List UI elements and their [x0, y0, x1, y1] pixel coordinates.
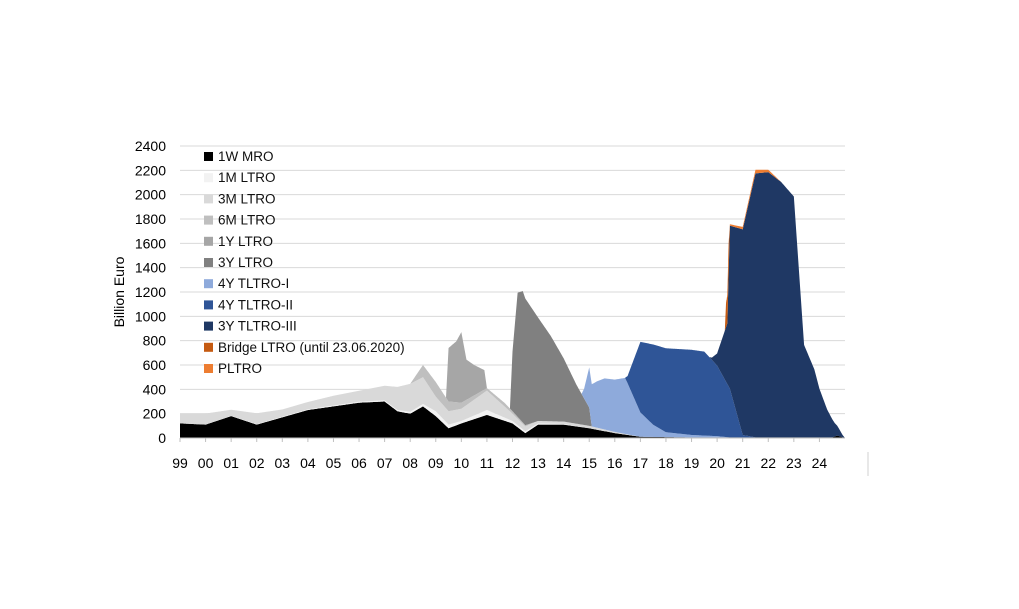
x-tick-label: 22 — [760, 455, 776, 471]
y-tick-label: 800 — [143, 333, 167, 349]
legend-label: Bridge LTRO (until 23.06.2020) — [218, 340, 405, 355]
y-tick-label: 1400 — [135, 260, 166, 276]
series-area — [180, 377, 845, 438]
legend-swatch — [204, 364, 213, 373]
x-tick-label: 13 — [530, 455, 546, 471]
legend: 1W MRO 1M LTRO 3M LTRO 6M LTRO 1Y LTRO 3Y LTR… — [204, 149, 405, 376]
y-tick-label: 1600 — [135, 235, 166, 251]
y-tick-label: 1000 — [135, 308, 166, 324]
x-tick-label: 21 — [735, 455, 751, 471]
legend-swatch — [204, 258, 213, 267]
legend-swatch — [204, 173, 213, 183]
x-tick-label: 99 — [172, 455, 188, 471]
legend-swatch — [204, 342, 213, 352]
legend-swatch — [204, 279, 213, 289]
x-tick-label: 17 — [633, 455, 649, 471]
legend-label: 4Y TLTRO-I — [218, 276, 289, 291]
x-tick-label: 09 — [428, 455, 444, 471]
legend-label: 1M LTRO — [218, 170, 276, 185]
gridlines — [180, 145, 845, 415]
x-tick-label: 19 — [684, 455, 700, 471]
y-axis-label: Billion Euro — [111, 256, 127, 327]
axes — [179, 437, 845, 442]
y-tick-labels: 0 200 400 600 800 1000 1200 1400 1600 1800 2000 220… — [135, 138, 166, 446]
legend-swatch — [204, 236, 213, 246]
x-tick-label: 10 — [454, 455, 470, 471]
x-tick-label: 08 — [402, 455, 418, 471]
legend-label: 1W MRO — [218, 149, 274, 164]
y-tick-label: 1800 — [135, 211, 166, 227]
legend-swatch — [204, 321, 213, 331]
y-tick-label: 2200 — [135, 162, 166, 178]
legend-label: PLTRO — [218, 361, 262, 376]
legend-label: 3Y LTRO — [218, 255, 273, 270]
x-tick-label: 06 — [351, 455, 367, 471]
legend-swatch — [204, 215, 213, 225]
x-tick-label: 15 — [581, 455, 597, 471]
x-tick-label: 11 — [480, 455, 495, 471]
x-tick-label: 07 — [377, 455, 393, 471]
legend-label: 4Y TLTRO-II — [218, 297, 293, 312]
x-tick-label: 23 — [786, 455, 802, 471]
stacked-areas — [180, 169, 845, 439]
x-tick-label: 24 — [812, 455, 828, 471]
x-tick-label: 04 — [300, 455, 316, 471]
x-tick-label: 00 — [198, 455, 214, 471]
x-tick-labels: 99 00 01 02 03 04 05 06 07 08 09 10 11 12 13 14 15 16 17 18… — [172, 455, 827, 471]
legend-label: 3M LTRO — [218, 191, 276, 206]
legend-swatch — [204, 152, 213, 161]
series-area — [180, 401, 845, 438]
legend-label: 3Y TLTRO-III — [218, 319, 297, 334]
y-tick-label: 0 — [158, 430, 166, 446]
x-tick-label: 01 — [223, 455, 239, 471]
legend-label: 1Y LTRO — [218, 234, 273, 249]
x-tick-label: 02 — [249, 455, 265, 471]
y-tick-label: 600 — [143, 357, 167, 373]
legend-swatch — [204, 194, 213, 204]
x-tick-label: 16 — [607, 455, 623, 471]
series-area — [180, 291, 845, 438]
y-tick-label: 2400 — [135, 138, 166, 154]
x-tick-label: 18 — [658, 455, 674, 471]
series-area — [180, 291, 845, 438]
x-tick-label: 03 — [275, 455, 291, 471]
x-tick-label: 20 — [709, 455, 725, 471]
legend-swatch — [204, 300, 213, 310]
y-tick-label: 200 — [143, 406, 167, 422]
x-tick-label: 12 — [505, 455, 521, 471]
y-tick-label: 1200 — [135, 284, 166, 300]
y-tick-label: 2000 — [135, 187, 166, 203]
x-tick-label: 05 — [326, 455, 342, 471]
series-area — [180, 172, 845, 438]
y-tick-label: 400 — [143, 381, 167, 397]
x-tick-label: 14 — [556, 455, 572, 471]
legend-label: 6M LTRO — [218, 213, 276, 228]
